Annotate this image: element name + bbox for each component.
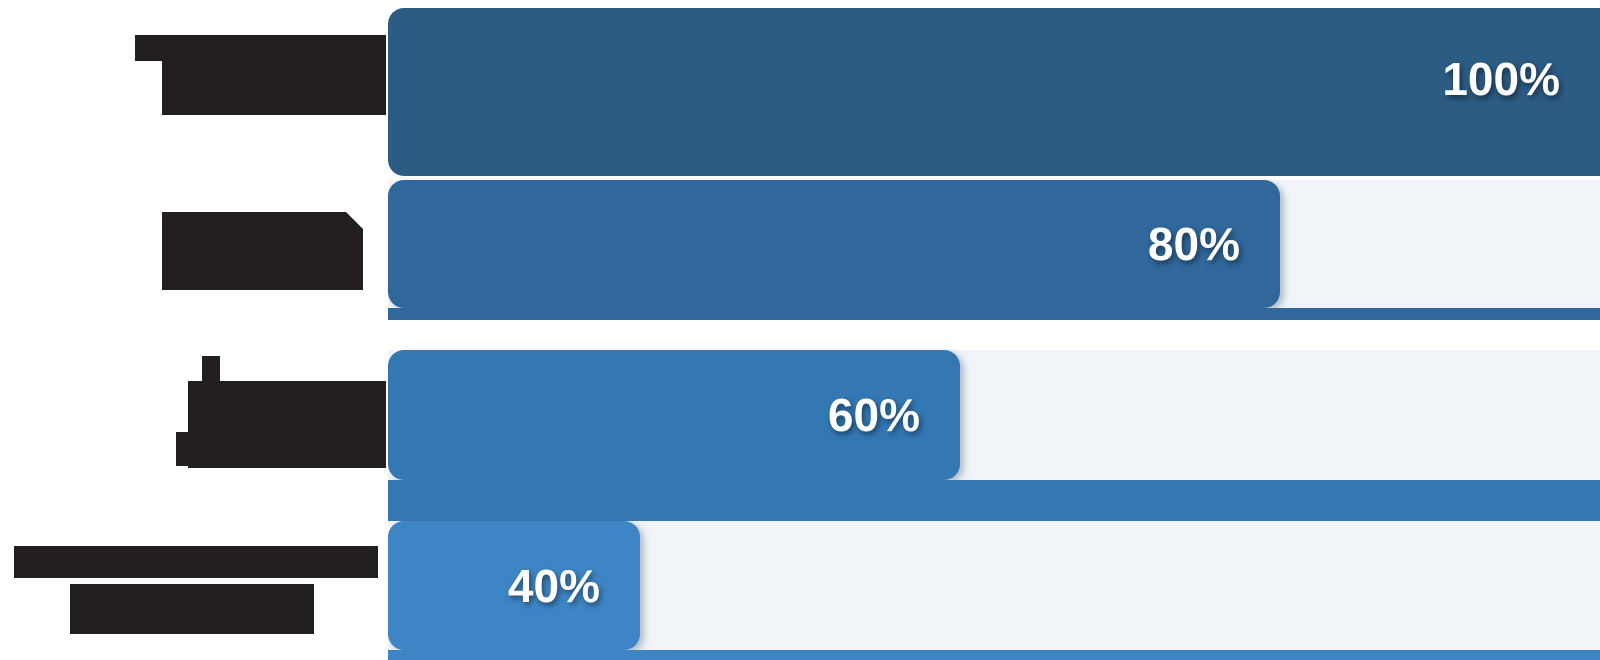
row-strip: [388, 480, 1600, 521]
redacted-label-block: [162, 58, 386, 115]
redacted-label-block: [176, 432, 189, 466]
bar-row-3: 60%: [388, 350, 960, 480]
value-label-100: 100%: [1442, 53, 1560, 105]
redacted-label-block: [188, 381, 386, 468]
redacted-label-block: [162, 212, 363, 290]
redacted-label-block: [70, 584, 314, 634]
value-label-40: 40%: [507, 559, 600, 612]
redacted-label-block: [14, 546, 378, 578]
redacted-label-block: [135, 35, 386, 61]
row-strip: [388, 308, 1600, 320]
bar-row-1: 100%: [388, 8, 1600, 176]
bar-row-4: 40%: [388, 521, 640, 650]
value-label-60: 60%: [827, 389, 920, 441]
redacted-label-block: [202, 356, 220, 383]
bar-row-2: 80%: [388, 180, 1280, 308]
value-label-80: 80%: [1147, 218, 1240, 270]
row-strip: [388, 650, 1600, 660]
